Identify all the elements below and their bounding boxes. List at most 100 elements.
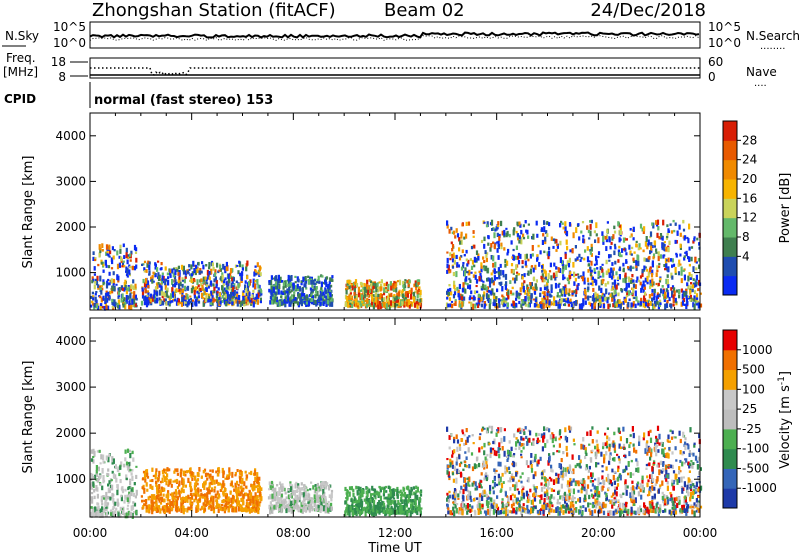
echo-cell <box>290 296 293 300</box>
echo-cell <box>116 498 119 504</box>
echo-cell <box>132 457 135 462</box>
echo-cell <box>672 263 676 267</box>
echo-cell <box>168 268 171 272</box>
echo-cell <box>180 301 184 307</box>
echo-cell <box>358 303 361 309</box>
echo-cell <box>531 245 534 251</box>
echo-cell <box>214 272 217 277</box>
echo-cell <box>389 300 393 306</box>
echo-cell <box>399 493 402 496</box>
echo-cell <box>242 499 245 505</box>
echo-cell <box>549 262 552 268</box>
echo-cell <box>236 291 239 294</box>
echo-cell <box>689 285 692 289</box>
echo-cell <box>664 291 667 297</box>
echo-cell <box>504 263 507 268</box>
echo-cell <box>369 289 372 293</box>
echo-cell <box>119 479 122 484</box>
echo-cell <box>234 298 237 300</box>
echo-cell <box>282 282 285 287</box>
echo-cell <box>606 229 609 234</box>
echo-cell <box>253 283 257 290</box>
echo-cell <box>301 296 305 299</box>
echo-cell <box>126 254 129 259</box>
echo-cell <box>408 493 412 499</box>
echo-cell <box>493 299 496 304</box>
echo-cell <box>607 296 610 300</box>
echo-cell <box>666 259 669 262</box>
echo-cell <box>541 265 544 269</box>
echo-cell <box>101 287 104 291</box>
echo-cell <box>153 494 156 500</box>
echo-cell <box>172 504 175 509</box>
echo-cell <box>561 288 564 291</box>
echo-cell <box>131 469 134 472</box>
echo-cell <box>566 260 569 266</box>
echo-cell <box>527 291 530 297</box>
echo-cell <box>350 498 353 502</box>
echo-cell <box>210 497 213 502</box>
echo-cell <box>583 257 586 261</box>
echo-cell <box>367 497 370 503</box>
echo-cell <box>112 501 115 505</box>
echo-cell <box>189 498 192 502</box>
echo-cell <box>475 285 478 288</box>
echo-cell <box>553 300 556 303</box>
echo-cell <box>177 272 180 276</box>
echo-cell <box>189 497 192 500</box>
echo-cell <box>459 303 462 308</box>
echo-cell <box>632 287 635 293</box>
echo-cell <box>582 271 585 278</box>
echo-cell <box>173 496 176 500</box>
echo-cell <box>147 505 150 510</box>
echo-cell <box>406 292 409 298</box>
echo-cell <box>488 289 491 293</box>
echo-cell <box>415 485 418 490</box>
echo-cell <box>162 474 165 478</box>
echo-cell <box>90 506 93 509</box>
echo-cell <box>288 506 291 512</box>
echo-cell <box>387 283 390 290</box>
echo-cell <box>242 295 245 301</box>
echo-cell <box>186 285 190 291</box>
echo-cell <box>376 504 380 511</box>
echo-cell <box>189 492 193 496</box>
echo-cell <box>572 262 575 268</box>
echo-cell <box>218 482 222 486</box>
echo-cell <box>218 292 222 297</box>
echo-cell <box>303 300 306 303</box>
echo-cell <box>461 294 464 298</box>
echo-cell <box>378 486 382 489</box>
echo-cell <box>577 275 580 279</box>
echo-cell <box>698 242 701 246</box>
echo-cell <box>553 262 556 267</box>
echo-cell <box>409 510 412 517</box>
echo-cell <box>555 249 558 252</box>
echo-cell <box>194 482 197 488</box>
echo-cell <box>197 284 200 288</box>
echo-cell <box>178 489 181 495</box>
echo-cell <box>149 293 153 297</box>
echo-cell <box>693 298 696 302</box>
echo-cell <box>224 503 227 509</box>
echo-cell <box>236 469 239 473</box>
echo-cell <box>391 491 394 497</box>
echo-cell <box>92 251 95 255</box>
echo-cell <box>685 296 688 303</box>
echo-cell <box>159 300 162 305</box>
echo-cell <box>594 291 597 298</box>
echo-cell <box>105 455 108 461</box>
echo-cell <box>653 240 656 245</box>
echo-cell <box>135 297 138 301</box>
echo-cell <box>368 488 371 494</box>
power-echo-cells <box>90 219 703 311</box>
echo-cell <box>365 508 368 513</box>
echo-cell <box>652 281 655 286</box>
echo-cell <box>687 491 690 497</box>
echo-cell <box>647 449 650 453</box>
echo-cell <box>258 502 261 507</box>
echo-cell <box>389 490 392 497</box>
echo-cell <box>348 491 351 497</box>
echo-cell <box>133 291 136 297</box>
echo-cell <box>309 287 312 291</box>
